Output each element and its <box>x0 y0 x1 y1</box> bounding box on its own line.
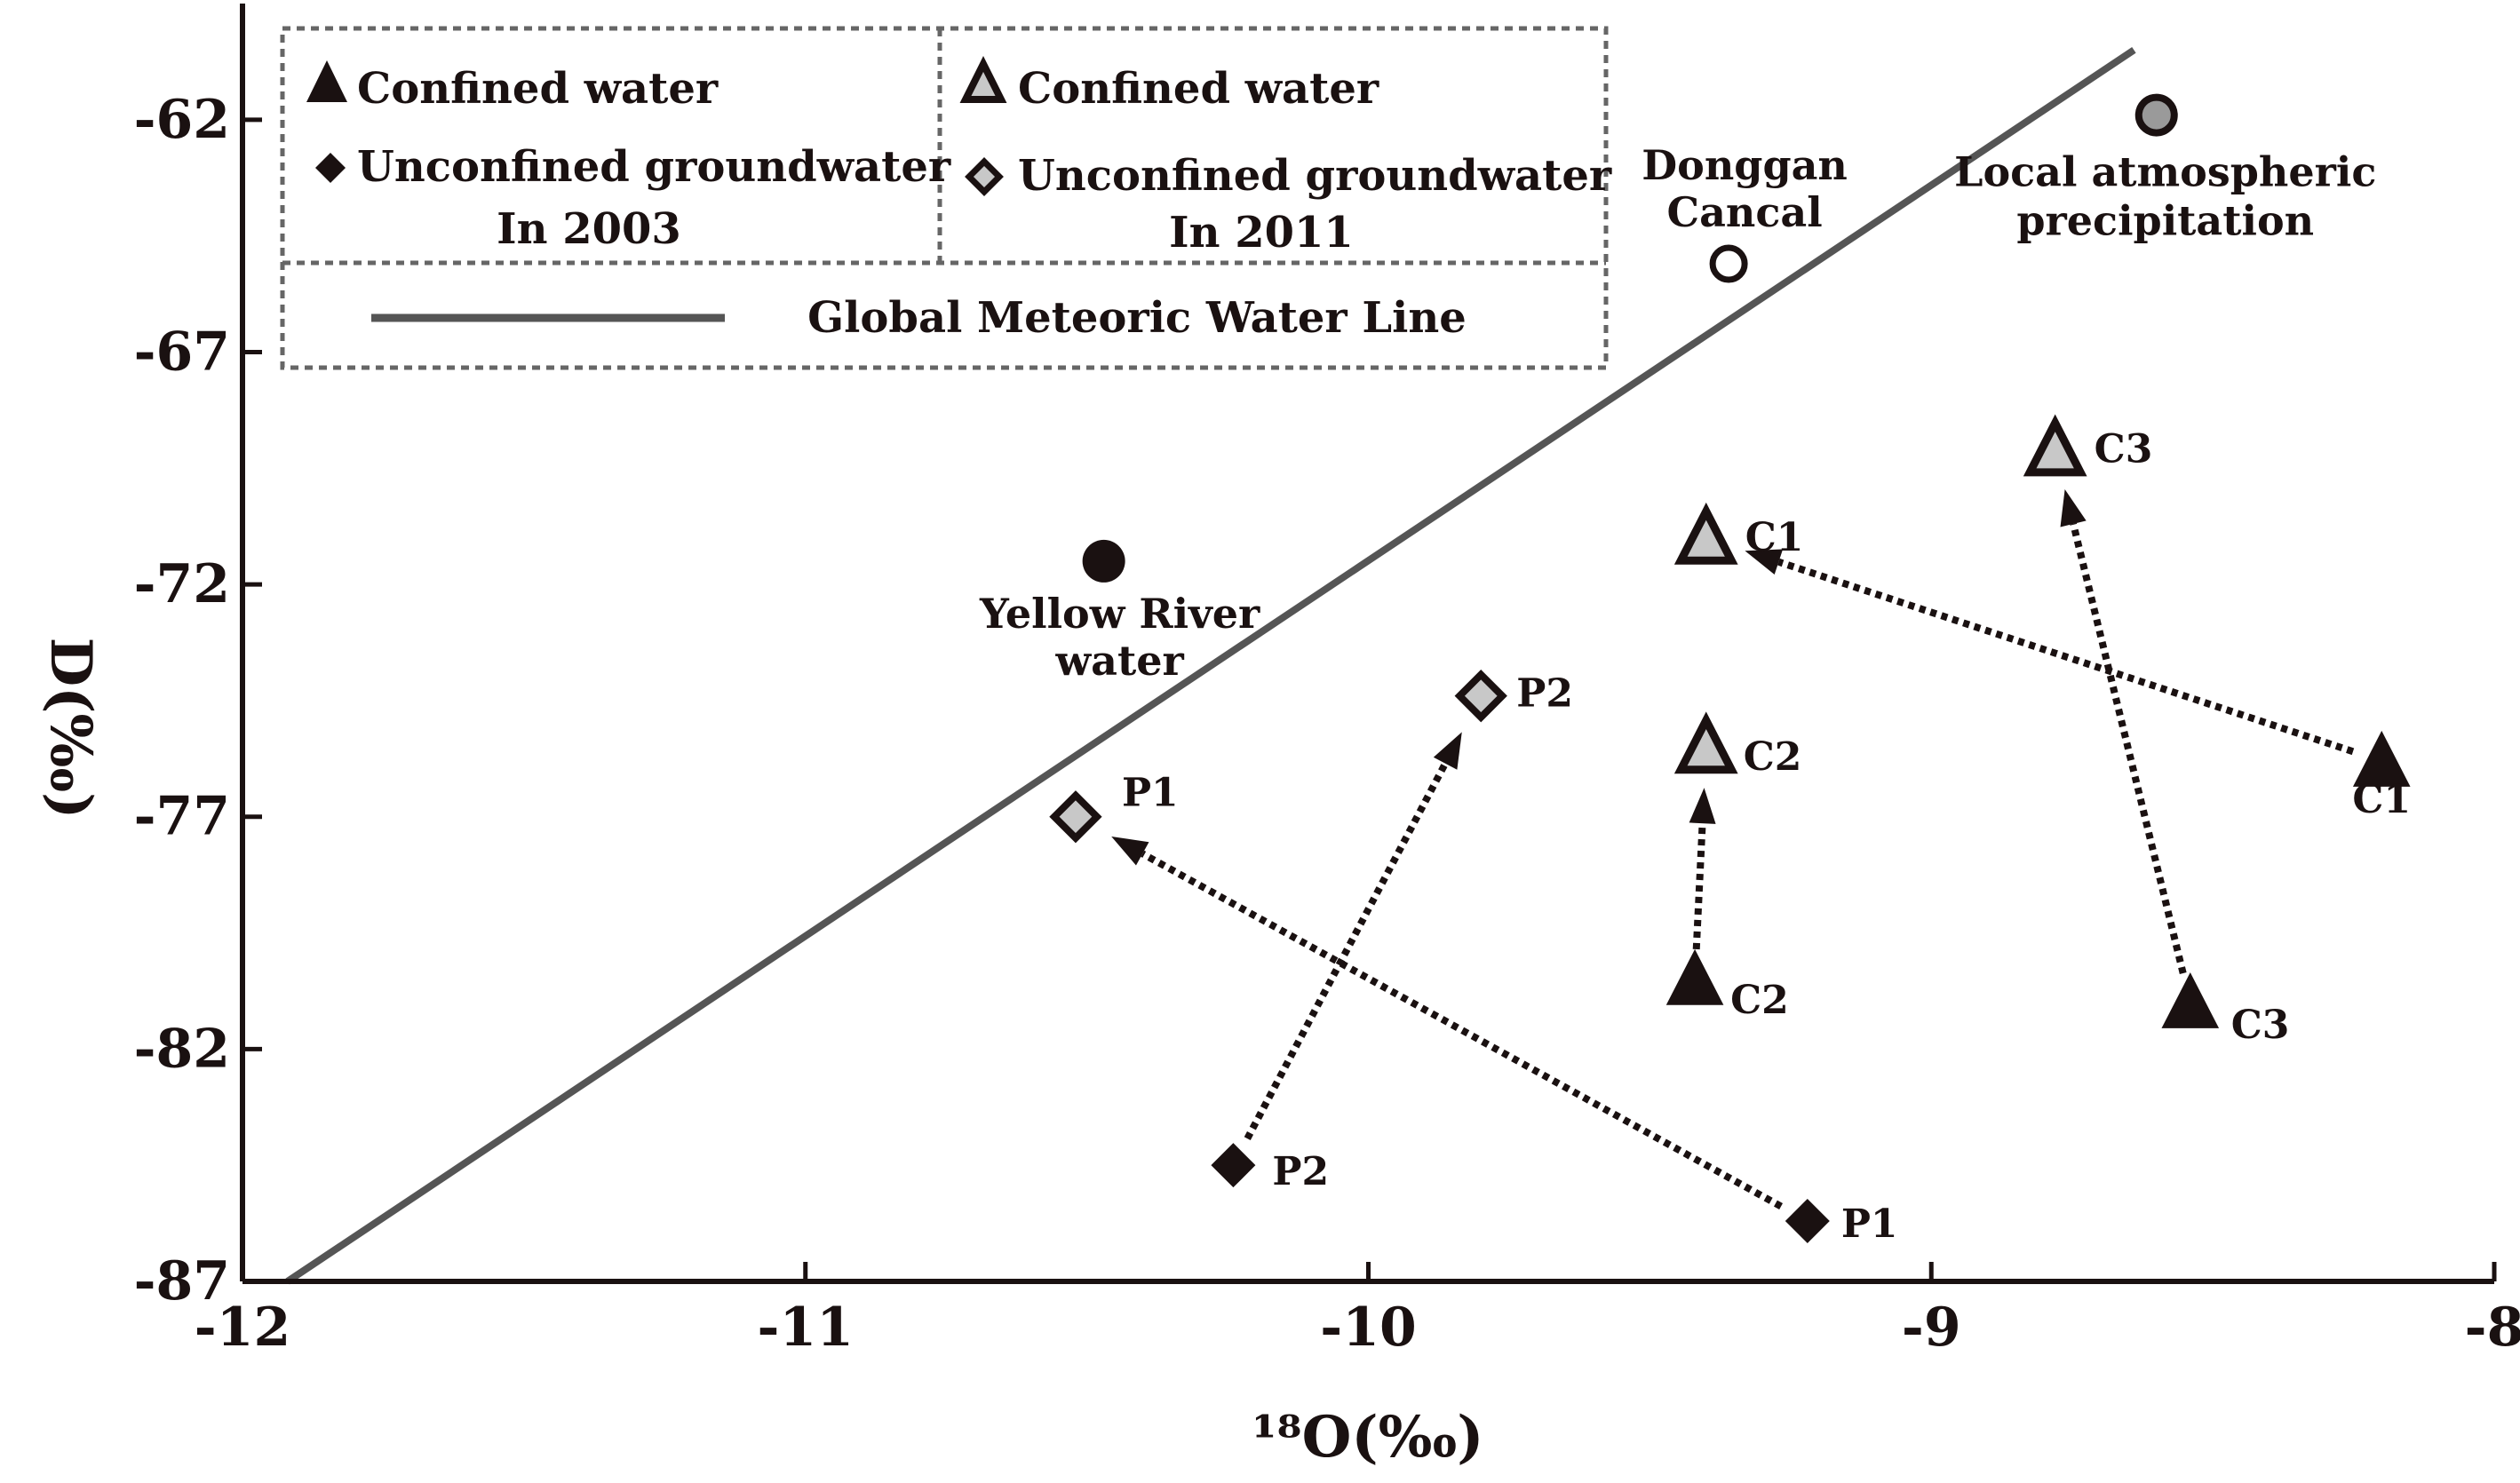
arrow-p1 <box>1141 850 1784 1210</box>
label-c2-2003: C2 <box>1730 978 1789 1023</box>
x-tick-label: -11 <box>758 1297 854 1359</box>
legend-2011-year: In 2011 <box>1169 208 1354 258</box>
arrow-layer <box>1111 489 2355 1210</box>
legend-triangle-filled-icon <box>306 60 347 102</box>
ref-local-atmospheric-precipitation-label-line2: precipitation <box>2016 197 2314 245</box>
y-tick-label: -82 <box>134 1018 230 1080</box>
axis-layer: -12 -11 -10 -9 -8 -87 -82 -77 -72 -67 -62 <box>134 4 2520 1359</box>
point-p1-2003 <box>1785 1198 1830 1243</box>
legend-2011-unconfined: Unconfined groundwater <box>1018 151 1612 201</box>
legend-diamond-filled-icon <box>315 153 346 183</box>
ref-local-atmospheric-precipitation-marker <box>2134 93 2178 137</box>
point-c3-2003 <box>2161 972 2220 1028</box>
x-tick-label: -12 <box>195 1297 290 1359</box>
arrow-c3 <box>2070 522 2187 974</box>
arrowhead-c1 <box>1745 549 1784 575</box>
legend-2011-confined: Confined water <box>1018 64 1379 114</box>
legend-2003-confined: Confined water <box>357 64 719 114</box>
legend-gmwl-label: Global Meteoric Water Line <box>807 293 1467 343</box>
ref-donggan-cancal-label-line2: Cancal <box>1667 188 1823 236</box>
gmwl-layer <box>285 46 2136 1285</box>
point-p2-2011 <box>1454 670 1507 723</box>
x-axis-title: ¹⁸O(‰) <box>1252 1404 1484 1471</box>
label-c3-2003: C3 <box>2231 1003 2290 1048</box>
ref-donggan-cancal-marker <box>1709 244 1748 283</box>
legend-2003-unconfined: Unconfined groundwater <box>357 142 951 192</box>
ref-yellow-river-water-marker <box>1082 539 1125 583</box>
label-c3-2011: C3 <box>2095 426 2153 472</box>
x-tick-label: -10 <box>1320 1297 1416 1359</box>
ref-yellow-river-water-label-line1: Yellow River <box>979 590 1260 638</box>
ref-donggan-cancal-label-line1: Donggan <box>1642 141 1848 189</box>
y-tick-label: -67 <box>134 321 230 383</box>
label-c1-2003: C1 <box>2352 777 2411 822</box>
y-tick-label: -72 <box>134 553 230 615</box>
x-tick-label: -9 <box>1902 1297 1961 1359</box>
y-tick-label: -87 <box>134 1250 230 1312</box>
arrowhead-p1 <box>1111 836 1149 866</box>
label-c1-2011: C1 <box>1745 515 1804 560</box>
y-axis-title: D(‰) <box>37 638 104 820</box>
point-c2-2003 <box>1665 948 1724 1005</box>
label-p2-2003: P2 <box>1272 1149 1329 1194</box>
legend-triangle-open-icon <box>959 56 1007 103</box>
label-p2-2011: P2 <box>1516 671 1573 717</box>
label-p1-2003: P1 <box>1841 1201 1898 1247</box>
ref-yellow-river-water-label-line2: water <box>1055 637 1185 685</box>
point-c1-2011 <box>1673 502 1738 565</box>
arrowhead-c3 <box>2060 489 2087 527</box>
point-c3-2011 <box>2023 414 2087 477</box>
point-c2-2011 <box>1673 711 1738 774</box>
gmwl-line <box>285 46 2136 1285</box>
arrow-p2 <box>1244 761 1449 1140</box>
arrowhead-p2 <box>1433 732 1462 770</box>
legend-diamond-open-icon <box>965 157 1004 196</box>
point-c1-2003 <box>2352 730 2411 787</box>
legend-frame <box>280 26 1609 370</box>
label-c2-2011: C2 <box>1744 734 1802 780</box>
ref-local-atmospheric-precipitation-label-line1: Local atmospheric <box>1954 148 2376 196</box>
legend: Confined water Unconfined groundwater In… <box>280 26 1612 370</box>
label-p1-2011: P1 <box>1122 771 1179 816</box>
y-tick-label: -62 <box>134 89 230 151</box>
arrow-c2 <box>1692 822 1706 950</box>
x-tick-label: -8 <box>2465 1297 2520 1359</box>
y-tick-label: -77 <box>134 786 230 848</box>
point-p2-2003 <box>1211 1143 1256 1188</box>
legend-2003-year: In 2003 <box>497 204 681 254</box>
arrowhead-c2 <box>1689 788 1716 824</box>
point-p1-2011 <box>1049 790 1102 844</box>
arrow-c1 <box>1777 558 2355 756</box>
